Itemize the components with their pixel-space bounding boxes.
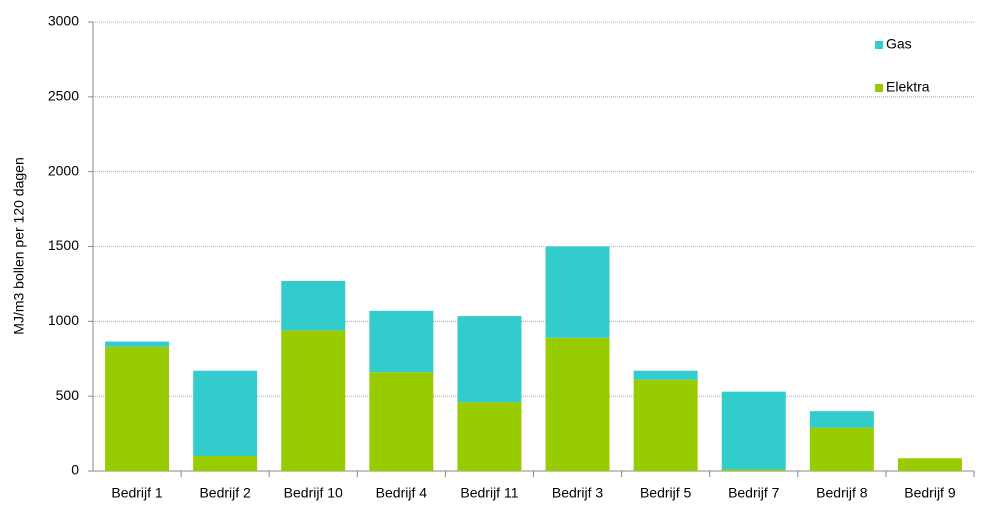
y-tick-label: 1500 — [48, 237, 79, 253]
bar-segment — [897, 458, 962, 471]
bar-segment — [193, 370, 258, 457]
bar-segment — [457, 316, 522, 403]
x-tick-label: Bedrijf 5 — [640, 485, 692, 501]
x-tick-label: Bedrijf 8 — [816, 485, 868, 501]
bar-segment — [369, 310, 434, 373]
y-axis-label: MJ/m3 bollen per 120 dagen — [11, 157, 27, 334]
bar-segment — [105, 341, 170, 347]
y-tick-label: 2000 — [48, 162, 79, 178]
bar-segment — [281, 280, 346, 331]
y-tick-label: 500 — [56, 387, 80, 403]
x-tick-label: Bedrijf 1 — [111, 485, 163, 501]
bar-segment — [545, 246, 610, 338]
legend-label: Elektra — [886, 79, 930, 95]
bar-segment — [193, 456, 258, 471]
bar-segment — [721, 469, 786, 471]
bar-segment — [809, 411, 874, 428]
bar-segment — [369, 372, 434, 471]
bar-segment — [721, 391, 786, 470]
x-tick-label: Bedrijf 10 — [284, 485, 343, 501]
bar-segment — [633, 379, 698, 471]
y-tick-label: 2500 — [48, 88, 79, 104]
y-tick-label: 3000 — [48, 13, 79, 29]
x-tick-label: Bedrijf 2 — [199, 485, 251, 501]
bar-segment — [281, 330, 346, 471]
y-tick-label: 1000 — [48, 312, 79, 328]
bar-segment — [809, 427, 874, 471]
legend-label: Gas — [886, 36, 912, 52]
x-tick-label: Bedrijf 3 — [552, 485, 604, 501]
x-tick-label: Bedrijf 7 — [728, 485, 780, 501]
x-tick-label: Bedrijf 9 — [904, 485, 956, 501]
bar-segment — [105, 346, 170, 471]
bar-segment — [633, 370, 698, 380]
y-tick-label: 0 — [71, 462, 79, 478]
bar-segment — [457, 402, 522, 471]
legend-swatch — [875, 41, 883, 49]
x-tick-label: Bedrijf 11 — [460, 485, 518, 501]
x-tick-label: Bedrijf 4 — [376, 485, 428, 501]
legend-swatch — [875, 84, 883, 92]
bar-segment — [545, 337, 610, 471]
